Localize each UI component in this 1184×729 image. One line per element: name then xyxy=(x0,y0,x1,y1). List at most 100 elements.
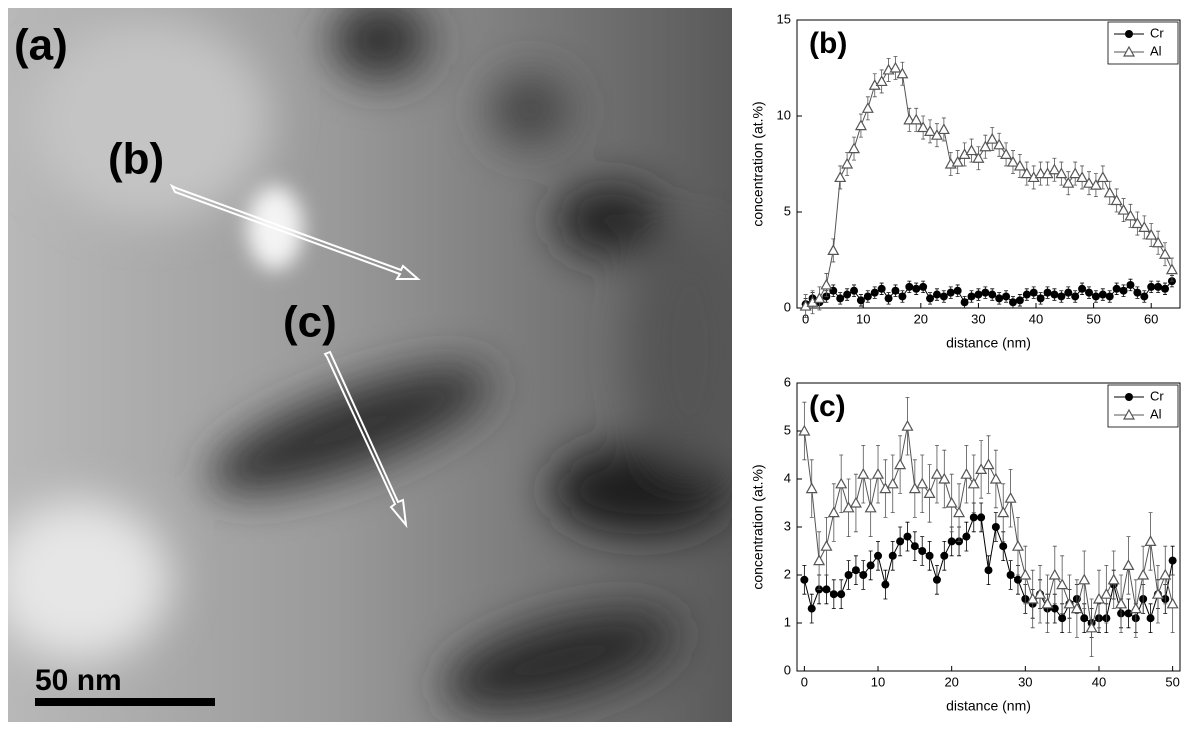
marker xyxy=(918,547,927,555)
marker xyxy=(870,288,879,297)
marker xyxy=(857,467,870,479)
marker xyxy=(953,286,962,295)
marker xyxy=(1098,290,1107,299)
marker xyxy=(982,458,995,470)
marker xyxy=(916,477,929,489)
scale-bar-label: 50 nm xyxy=(35,664,122,697)
marker xyxy=(960,298,969,307)
marker xyxy=(910,542,919,551)
marker xyxy=(820,278,833,290)
marker xyxy=(1119,286,1128,295)
y-tick-label: 0 xyxy=(784,299,791,314)
marker xyxy=(1107,573,1120,585)
marker xyxy=(1070,602,1083,614)
marker xyxy=(965,144,978,156)
marker xyxy=(1080,614,1089,623)
marker xyxy=(1112,284,1121,293)
y-tick-label: 3 xyxy=(784,518,791,533)
marker xyxy=(827,244,840,255)
marker xyxy=(924,125,937,136)
marker xyxy=(938,472,951,484)
marker xyxy=(967,477,980,489)
marker xyxy=(951,155,964,167)
chart-title: (c) xyxy=(809,390,846,423)
marker xyxy=(953,506,966,518)
y-tick-label: 0 xyxy=(784,662,791,677)
marker xyxy=(1145,228,1158,240)
marker xyxy=(997,506,1010,518)
x-tick-label: 30 xyxy=(1018,674,1032,689)
marker xyxy=(988,290,997,299)
marker xyxy=(1022,290,1031,299)
marker xyxy=(1015,296,1024,305)
marker xyxy=(877,284,886,293)
marker xyxy=(1159,248,1172,259)
marker xyxy=(889,61,902,73)
marker xyxy=(1050,604,1059,613)
marker xyxy=(820,539,833,551)
y-tick-label: 10 xyxy=(777,107,791,122)
marker xyxy=(1006,155,1019,167)
marker xyxy=(1103,186,1116,198)
marker xyxy=(866,561,875,570)
chart-title: (b) xyxy=(809,27,847,60)
y-tick-label: 15 xyxy=(777,11,791,26)
x-tick-label: 10 xyxy=(871,674,885,689)
marker xyxy=(827,506,840,518)
marker xyxy=(986,132,999,144)
marker xyxy=(1122,559,1135,570)
x-tick-label: 50 xyxy=(1086,311,1100,326)
marker xyxy=(891,286,900,295)
marker xyxy=(1048,568,1061,580)
marker xyxy=(1013,159,1026,171)
x-tick-label: 50 xyxy=(1165,674,1179,689)
marker xyxy=(926,294,935,303)
x-axis-label: distance (nm) xyxy=(946,698,1031,714)
marker xyxy=(940,551,949,560)
marker xyxy=(864,501,877,513)
marker xyxy=(1117,203,1130,215)
marker xyxy=(925,551,934,560)
marker xyxy=(1058,614,1067,623)
marker xyxy=(1048,163,1061,175)
marker xyxy=(1159,568,1172,580)
marker xyxy=(1041,597,1054,609)
marker xyxy=(1002,292,1011,301)
marker xyxy=(989,472,1002,484)
marker xyxy=(999,542,1008,551)
marker xyxy=(1043,288,1052,297)
x-tick-label: 0 xyxy=(801,674,808,689)
marker xyxy=(1071,292,1080,301)
marker xyxy=(1078,284,1087,293)
marker xyxy=(1020,167,1033,179)
panel-label: (a) xyxy=(14,21,68,70)
x-tick-label: 0 xyxy=(802,311,809,326)
marker xyxy=(1085,621,1098,633)
marker xyxy=(1161,284,1170,293)
marker xyxy=(1056,578,1069,590)
marker xyxy=(849,496,862,508)
marker xyxy=(1137,568,1150,580)
x-axis-label: distance (nm) xyxy=(946,335,1031,351)
y-axis-label: concentration (at.%) xyxy=(750,464,766,589)
marker xyxy=(974,290,983,299)
marker xyxy=(993,138,1006,150)
marker xyxy=(960,467,973,479)
marker xyxy=(1144,535,1157,546)
marker xyxy=(905,282,914,291)
marker xyxy=(1006,571,1015,579)
marker xyxy=(967,292,976,301)
x-tick-label: 20 xyxy=(914,311,928,326)
marker xyxy=(898,292,907,301)
marker xyxy=(896,67,909,79)
marker xyxy=(1131,217,1144,229)
legend-label: Cr xyxy=(1150,388,1164,403)
marker xyxy=(856,296,865,305)
marker xyxy=(1089,178,1102,190)
marker xyxy=(1055,167,1068,179)
marker xyxy=(1122,45,1136,57)
marker xyxy=(1064,288,1073,297)
marker xyxy=(1100,587,1113,599)
marker xyxy=(875,75,888,87)
marker xyxy=(1154,282,1163,291)
